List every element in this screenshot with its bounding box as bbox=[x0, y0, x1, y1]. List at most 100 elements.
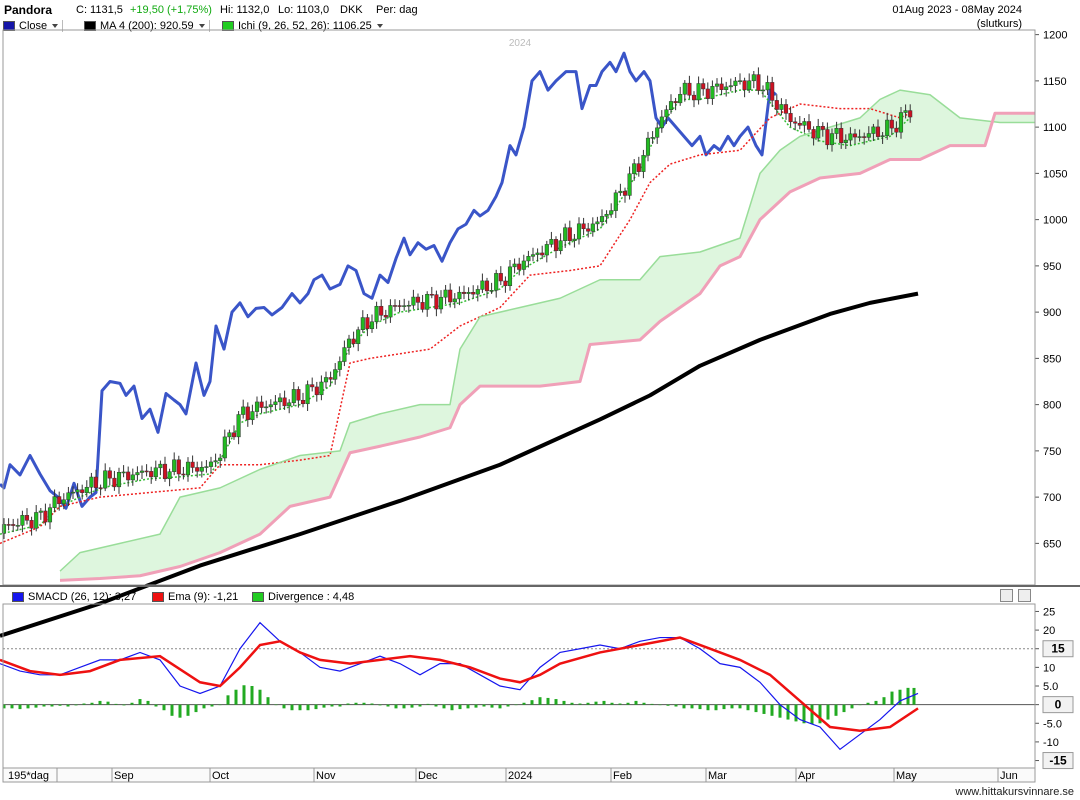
divergence-bar bbox=[154, 704, 158, 707]
series-ichimoku-tenkan bbox=[0, 89, 911, 535]
candle-body bbox=[80, 489, 85, 493]
candle-body bbox=[480, 280, 485, 290]
candle-body bbox=[388, 305, 393, 318]
candle-body bbox=[581, 223, 586, 230]
divergence-bar bbox=[898, 689, 902, 705]
divergence-bar bbox=[186, 704, 190, 716]
candle-body bbox=[1, 524, 7, 534]
series-ema-9- bbox=[0, 636, 919, 732]
macd-tick-label: 0 bbox=[1055, 698, 1062, 712]
candle-body bbox=[530, 254, 536, 257]
chevron-down-icon[interactable] bbox=[376, 24, 383, 28]
candle-body bbox=[576, 223, 582, 240]
chevron-down-icon[interactable] bbox=[198, 24, 205, 28]
legend-close-label: Close bbox=[19, 20, 48, 32]
macd-tick-label: -10 bbox=[1043, 737, 1059, 749]
candle-body bbox=[310, 384, 315, 388]
candle-body bbox=[563, 227, 568, 241]
candle-body bbox=[770, 82, 775, 101]
legend-divider bbox=[62, 20, 64, 32]
chevron-down-icon[interactable] bbox=[52, 24, 59, 28]
macd-tick-label: -5.0 bbox=[1043, 718, 1062, 730]
macd-tick-box bbox=[1042, 752, 1074, 770]
candle-body bbox=[866, 133, 871, 138]
divergence-bar bbox=[546, 697, 550, 705]
candle-body bbox=[52, 496, 57, 508]
candle-body bbox=[774, 100, 779, 110]
legend-ma-label: MA 4 (200): 920.59 bbox=[100, 20, 194, 32]
legend-ema[interactable]: Ema (9): -1,21 bbox=[152, 590, 238, 604]
candle-body bbox=[167, 471, 172, 480]
x-axis-month-label: Jun bbox=[1000, 770, 1018, 782]
divergence-bar bbox=[642, 702, 646, 705]
divergence-bar bbox=[602, 700, 606, 705]
divergence-bar bbox=[426, 703, 430, 705]
candle-body bbox=[507, 266, 513, 287]
candle-body bbox=[227, 432, 232, 438]
candle-body bbox=[374, 305, 379, 323]
candle-body bbox=[535, 252, 540, 255]
price-tick-label: 1200 bbox=[1043, 30, 1067, 42]
divergence-bar bbox=[138, 699, 142, 705]
divergence-bar bbox=[162, 704, 166, 711]
candle-body bbox=[273, 401, 278, 405]
macd-y-axis: 25 20 15 10 5.0 0 -5.0 -10 -15 bbox=[1035, 606, 1074, 770]
divergence-bar bbox=[474, 704, 478, 708]
divergence-bar bbox=[362, 702, 366, 705]
candle-body bbox=[567, 227, 572, 241]
divergence-bar bbox=[882, 697, 886, 705]
legend-smacd[interactable]: SMACD (26, 12): 3,27 bbox=[12, 590, 136, 604]
candle-body bbox=[816, 126, 821, 139]
candle-body bbox=[696, 83, 701, 101]
candle-body bbox=[475, 289, 480, 295]
candle-body bbox=[678, 94, 683, 104]
candle-body bbox=[250, 411, 255, 421]
candle-body bbox=[98, 487, 103, 489]
candle-body bbox=[540, 252, 545, 256]
candle-body bbox=[415, 296, 421, 303]
divergence-bar bbox=[634, 700, 638, 705]
series-smacd bbox=[0, 621, 919, 751]
candle-body bbox=[346, 338, 352, 348]
divergence-bar bbox=[98, 700, 102, 705]
divergence-bar bbox=[258, 689, 262, 705]
candle-body bbox=[29, 520, 34, 529]
divergence-bar bbox=[738, 704, 742, 709]
candle-body bbox=[760, 89, 766, 92]
close-panel-icon[interactable] bbox=[1018, 589, 1031, 602]
candle-body bbox=[144, 470, 149, 473]
legend-divergence[interactable]: Divergence : 4,48 bbox=[252, 590, 354, 604]
candle-body bbox=[93, 476, 99, 488]
divergence-bar bbox=[346, 703, 350, 705]
divergence-bar bbox=[530, 700, 534, 705]
candle-body bbox=[11, 524, 16, 526]
candle-body bbox=[811, 129, 816, 139]
tool-wrench-icon[interactable] bbox=[1000, 589, 1013, 602]
divergence-bar bbox=[226, 695, 230, 705]
candle-body bbox=[438, 296, 444, 310]
candle-body bbox=[544, 244, 549, 256]
candle-body bbox=[871, 126, 876, 134]
candle-body bbox=[15, 525, 20, 527]
macd-grid bbox=[3, 648, 1035, 706]
divergence-bar bbox=[826, 704, 830, 720]
divergence-bar bbox=[866, 702, 870, 705]
candle-body bbox=[898, 112, 904, 133]
price-y-axis: 650 700 750 800 850 900 950 1000 1050 1100 1150 120… bbox=[1035, 30, 1067, 550]
candle-body bbox=[314, 386, 319, 396]
candle-body bbox=[84, 486, 89, 493]
divergence-bar bbox=[458, 704, 462, 710]
candle-body bbox=[287, 402, 292, 407]
candle-body bbox=[820, 126, 825, 130]
candle-body bbox=[834, 128, 839, 134]
price-tick-label: 1050 bbox=[1043, 168, 1067, 180]
candle-body bbox=[825, 129, 830, 146]
divergence-bar bbox=[890, 691, 894, 705]
price-tick-label: 1000 bbox=[1043, 215, 1067, 227]
candle-body bbox=[719, 83, 724, 90]
macd-tick-box bbox=[1042, 696, 1074, 714]
candle-body bbox=[728, 85, 733, 88]
divergence-bar bbox=[82, 703, 86, 705]
divergence-bar bbox=[274, 704, 278, 706]
candle-body bbox=[668, 101, 674, 110]
